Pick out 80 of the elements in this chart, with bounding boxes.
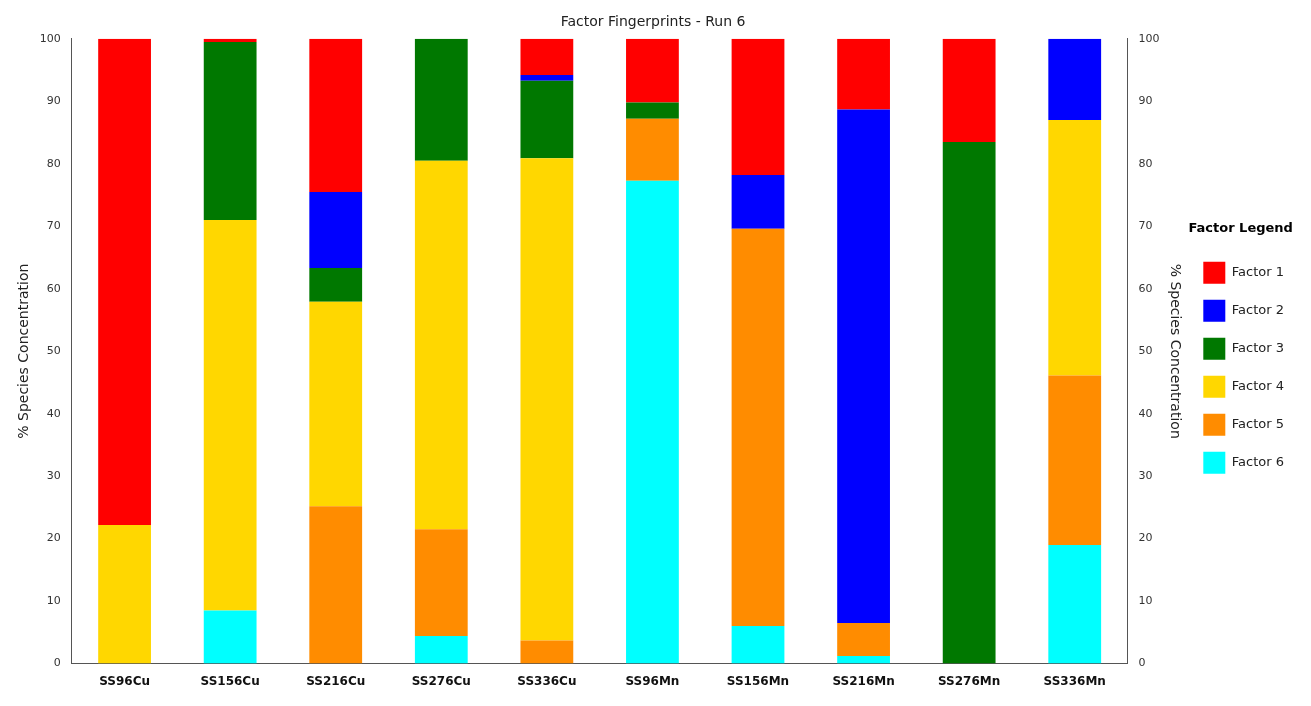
x-tick-label: SS336Mn — [1043, 673, 1106, 688]
bar — [414, 160, 468, 530]
bar — [520, 158, 574, 641]
y2-tick-label: 90 — [1138, 94, 1153, 108]
bar — [731, 38, 785, 176]
bar — [203, 38, 257, 42]
bar — [1048, 120, 1102, 376]
legend-label: Factor 6 — [1231, 454, 1285, 470]
y2-axis-title: % Species Concentration — [1168, 263, 1185, 439]
y-tick-label: 10 — [46, 593, 61, 607]
y-tick-label: 40 — [46, 406, 61, 420]
y2-tick-label: 50 — [1138, 344, 1153, 358]
x-tick-label: SS156Mn — [726, 673, 790, 688]
bar — [837, 656, 890, 664]
y-axis-title: % Species Concentration — [15, 263, 32, 439]
y-tick-label: 90 — [46, 94, 61, 108]
y2-tick-label: 60 — [1138, 281, 1153, 295]
bar — [414, 529, 468, 637]
legend-label: Factor 2 — [1231, 302, 1285, 318]
y-tick-label: 80 — [46, 156, 61, 170]
bar — [520, 640, 574, 664]
x-tick-label: SS96Cu — [99, 673, 150, 688]
y2-tick-label: 20 — [1138, 531, 1153, 545]
y-tick-label: 0 — [53, 656, 61, 670]
bar — [203, 41, 257, 220]
y2-tick-label: 100 — [1138, 31, 1160, 45]
bar — [520, 80, 574, 159]
y2-tick-label: 10 — [1138, 593, 1153, 607]
bar — [626, 118, 679, 181]
bar — [1048, 375, 1102, 545]
bar — [837, 38, 890, 110]
bar — [942, 38, 996, 142]
legend-label: Factor 4 — [1231, 378, 1285, 394]
bar — [626, 102, 679, 119]
chart-title: Factor Fingerprints - Run 6 — [560, 13, 746, 30]
bar — [837, 109, 890, 623]
y-tick-label: 20 — [46, 531, 61, 545]
y2-tick-label: 80 — [1138, 156, 1153, 170]
bar — [203, 219, 257, 611]
x-tick-label: SS276Mn — [938, 673, 1001, 688]
legend-label: Factor 3 — [1231, 340, 1285, 356]
bar — [203, 610, 257, 664]
y-tick-label: 70 — [46, 219, 61, 233]
bar — [626, 38, 679, 103]
bar — [1048, 544, 1102, 664]
bar — [626, 180, 679, 664]
x-tick-label: SS216Mn — [832, 673, 895, 688]
y-tick-label: 30 — [46, 469, 61, 483]
bar — [731, 228, 785, 627]
x-tick-label: SS96Mn — [625, 673, 680, 688]
bar — [309, 38, 363, 192]
bar — [731, 175, 785, 229]
x-tick-label: SS216Cu — [306, 673, 366, 688]
legend-title: Factor Legend — [1188, 220, 1293, 236]
y-tick-label: 50 — [46, 344, 61, 358]
bar — [942, 141, 996, 664]
bar — [309, 506, 363, 664]
x-tick-label: SS336Cu — [517, 673, 577, 688]
bar — [520, 38, 574, 76]
y2-tick-label: 40 — [1138, 406, 1153, 420]
y-tick-label: 60 — [46, 281, 61, 295]
bar — [414, 636, 468, 664]
bar — [520, 75, 574, 81]
bar — [837, 622, 890, 657]
bar — [309, 191, 363, 269]
bar — [309, 268, 363, 302]
x-tick-label: SS276Cu — [411, 673, 471, 688]
y2-tick-label: 0 — [1138, 656, 1146, 670]
bar — [731, 626, 785, 664]
bar — [414, 38, 468, 161]
bar — [98, 38, 151, 525]
x-tick-label: SS156Cu — [200, 673, 260, 688]
bar — [309, 301, 363, 507]
y2-tick-label: 70 — [1138, 219, 1153, 233]
bar — [98, 524, 151, 664]
legend-label: Factor 1 — [1231, 264, 1285, 280]
y-tick-label: 100 — [39, 31, 61, 45]
bar — [1048, 38, 1102, 121]
legend-label: Factor 5 — [1231, 416, 1285, 432]
y2-tick-label: 30 — [1138, 469, 1153, 483]
